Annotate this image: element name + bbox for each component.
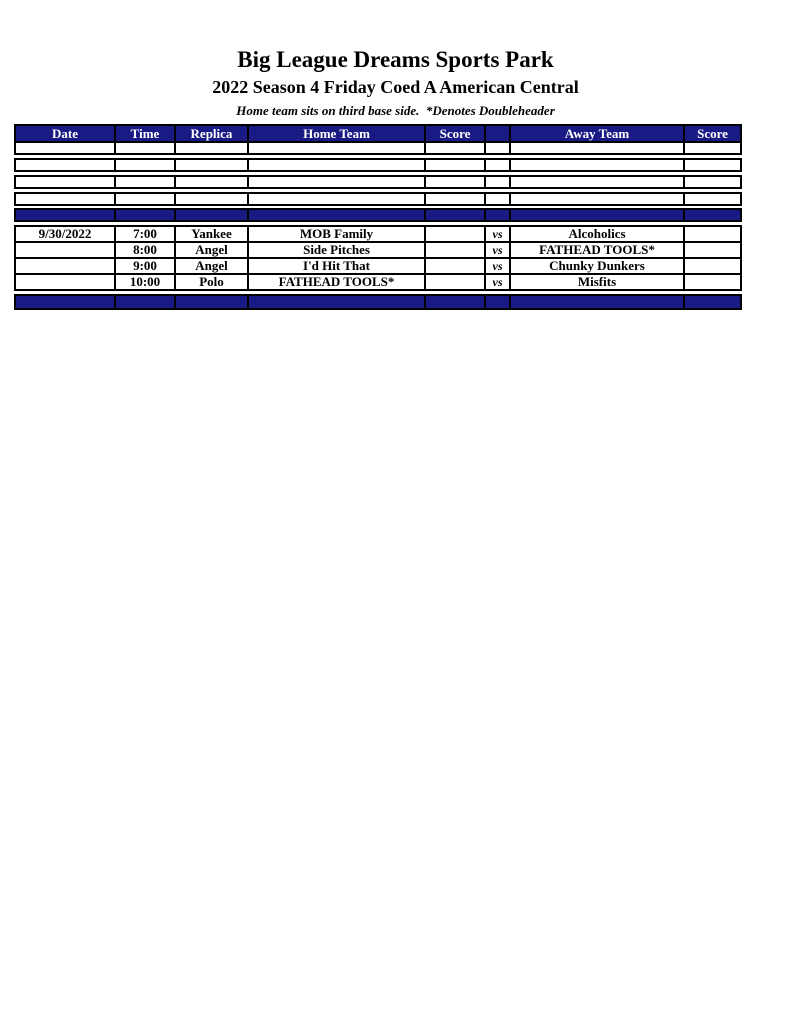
cell-date: 9/30/2022 — [16, 227, 116, 241]
schedule-row: 9:00 Angel I'd Hit That vs Chunky Dunker… — [14, 257, 742, 275]
cell-time: 7:00 — [116, 227, 176, 241]
cell-vs: vs — [486, 227, 511, 241]
cell-home-score — [426, 259, 486, 273]
empty-row — [14, 158, 742, 172]
cell-date — [16, 259, 116, 273]
cell-home-team: Side Pitches — [249, 243, 426, 257]
cell-date — [16, 243, 116, 257]
schedule-row: 9/30/2022 7:00 Yankee MOB Family vs Alco… — [14, 225, 742, 243]
schedule-row: 8:00 Angel Side Pitches vs FATHEAD TOOLS… — [14, 241, 742, 259]
cell-replica: Yankee — [176, 227, 249, 241]
cell-vs: vs — [486, 259, 511, 273]
cell-vs: vs — [486, 243, 511, 257]
cell-date — [16, 275, 116, 289]
cell-home-team: FATHEAD TOOLS* — [249, 275, 426, 289]
header-cell-date: Date — [16, 126, 116, 141]
cell-away-team: Alcoholics — [511, 227, 685, 241]
cell-home-team: MOB Family — [249, 227, 426, 241]
table-header-row: Date Time Replica Home Team Score Away T… — [14, 124, 742, 143]
header-cell-time: Time — [116, 126, 176, 141]
empty-row — [14, 192, 742, 206]
header-cell-home-team: Home Team — [249, 126, 426, 141]
cell-time: 9:00 — [116, 259, 176, 273]
header-cell-replica: Replica — [176, 126, 249, 141]
cell-home-score — [426, 275, 486, 289]
page-title: Big League Dreams Sports Park — [237, 47, 554, 72]
cell-vs: vs — [486, 275, 511, 289]
cell-away-score — [685, 275, 740, 289]
header-cell-away-score: Score — [697, 126, 728, 141]
cell-away-score — [685, 243, 740, 257]
header-cell-vs — [486, 126, 511, 141]
cell-away-team: Chunky Dunkers — [511, 259, 685, 273]
page-note: Home team sits on third base side. *Deno… — [236, 103, 555, 118]
schedule-row: 10:00 Polo FATHEAD TOOLS* vs Misfits — [14, 273, 742, 291]
cell-away-team: FATHEAD TOOLS* — [511, 243, 685, 257]
cell-home-score — [426, 227, 486, 241]
footer-row — [14, 294, 742, 310]
cell-home-team: I'd Hit That — [249, 259, 426, 273]
cell-time: 10:00 — [116, 275, 176, 289]
cell-home-score — [426, 243, 486, 257]
cell-replica: Angel — [176, 259, 249, 273]
document-header: Big League Dreams Sports Park 2022 Seaso… — [0, 0, 791, 118]
empty-row — [14, 175, 742, 189]
cell-time: 8:00 — [116, 243, 176, 257]
cell-away-team: Misfits — [511, 275, 685, 289]
cell-replica: Polo — [176, 275, 249, 289]
header-cell-away-team: Away Team — [511, 126, 685, 141]
cell-away-score — [685, 227, 740, 241]
header-cell-home-score: Score — [426, 126, 486, 141]
separator-row — [14, 208, 742, 222]
schedule-table: Date Time Replica Home Team Score Away T… — [14, 124, 742, 310]
cell-away-score — [685, 259, 740, 273]
page-subtitle: 2022 Season 4 Friday Coed A American Cen… — [212, 77, 579, 97]
empty-row — [14, 141, 742, 155]
cell-replica: Angel — [176, 243, 249, 257]
